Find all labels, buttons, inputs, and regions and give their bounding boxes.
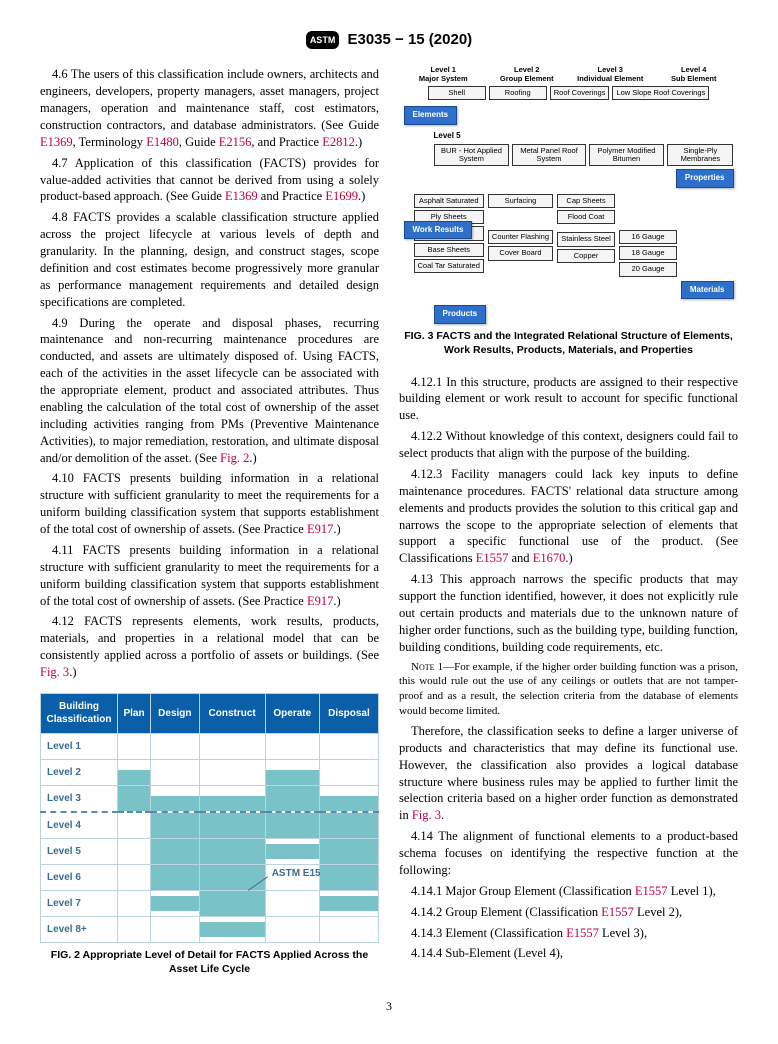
fig-ref[interactable]: Fig. 2 [220, 451, 249, 465]
ref-link[interactable]: E1480 [146, 135, 179, 149]
fig3-level-header: Level 4Sub Element [654, 66, 734, 83]
ref-link[interactable]: E917 [307, 522, 333, 536]
fig2-level: Level 3 [41, 785, 118, 812]
fig2-level: Level 1 [41, 733, 118, 759]
fig3-box: Copper [557, 249, 615, 263]
ref-link[interactable]: E1557 [476, 551, 509, 565]
figure-2: Building Classification Plan Design Cons… [40, 693, 379, 976]
fig3-box: Single-Ply Membranes [667, 144, 733, 167]
para-4-7: 4.7 Application of this classification (… [40, 155, 379, 206]
note-1: Note 1—For example, if the higher order … [399, 660, 738, 719]
fig2-level: Level 7 [41, 890, 118, 916]
para-4-12-1: 4.12.1 In this structure, products are a… [399, 374, 738, 425]
fig2-level: Level 8+ [41, 916, 118, 942]
para-4-8: 4.8 FACTS provides a scalable classifica… [40, 209, 379, 310]
fig3-caption: FIG. 3 FACTS and the Integrated Relation… [399, 330, 738, 357]
fig3-level5-label: Level 5 [434, 131, 734, 142]
fig3-box: Low Slope Roof Coverings [612, 86, 709, 100]
fig3-tag-products: Products [434, 305, 487, 324]
para-4-11: 4.11 FACTS presents building information… [40, 542, 379, 610]
para-4-6: 4.6 The users of this classification inc… [40, 66, 379, 150]
fig3-tag-work: Work Results [404, 221, 473, 240]
fig3-box: Asphalt Saturated [414, 194, 484, 208]
para-4-9: 4.9 During the operate and disposal phas… [40, 315, 379, 467]
fig-ref[interactable]: Fig. 3 [412, 808, 441, 822]
fig2-level: Level 6 [41, 864, 118, 890]
ref-link[interactable]: E1557 [566, 926, 599, 940]
fig3-box: 18 Gauge [619, 246, 677, 260]
content-columns: 4.6 The users of this classification inc… [40, 66, 738, 978]
fig3-tag-materials: Materials [681, 281, 734, 300]
fig3-box: Shell [428, 86, 486, 100]
fig2-level: Level 5 [41, 838, 118, 864]
fig3-level-header: Level 3Individual Element [571, 66, 651, 83]
page-number: 3 [40, 998, 738, 1014]
fig2-phase: Construct [199, 693, 265, 733]
fig2-caption: FIG. 2 Appropriate Level of Detail for F… [40, 949, 379, 976]
ref-link[interactable]: E2812 [322, 135, 355, 149]
fig3-tag-elements: Elements [404, 106, 458, 125]
fig3-box: Roofing [489, 86, 547, 100]
para-4-13: 4.13 This approach narrows the specific … [399, 571, 738, 655]
fig3-level-header: Level 2Group Element [487, 66, 567, 83]
ref-link[interactable]: E917 [307, 594, 333, 608]
ref-link[interactable]: E2156 [219, 135, 252, 149]
figure-3: Level 1Major System Level 2Group Element… [399, 66, 738, 357]
ref-link[interactable]: E1369 [225, 189, 258, 203]
fig3-box: Roof Coverings [550, 86, 610, 100]
para-4-10: 4.10 FACTS presents building information… [40, 470, 379, 538]
para-4-14-2: 4.14.2 Group Element (Classification E15… [399, 904, 738, 921]
fig3-box: Polymer Modified Bitumen [589, 144, 665, 167]
para-4-14-1: 4.14.1 Major Group Element (Classificati… [399, 883, 738, 900]
fig3-box: Counter Flashing [488, 230, 553, 244]
fig2-phase: Plan [118, 693, 151, 733]
fig3-level-header: Level 1Major System [404, 66, 484, 83]
ref-link[interactable]: E1670 [533, 551, 566, 565]
fig3-box: Flood Coat [557, 210, 615, 224]
ref-link[interactable]: E1557 [601, 905, 634, 919]
para-4-14: 4.14 The alignment of functional element… [399, 828, 738, 879]
para-therefore: Therefore, the classification seeks to d… [399, 723, 738, 824]
astm-logo: ASTM [306, 31, 340, 49]
page-header: ASTM E3035 − 15 (2020) [40, 30, 738, 50]
ref-link[interactable]: E1699 [325, 189, 358, 203]
ref-link[interactable]: E1557 [635, 884, 668, 898]
fig3-box: Stainless Steel [557, 232, 615, 246]
fig2-level: Level 4 [41, 812, 118, 839]
fig2-phase: Design [151, 693, 200, 733]
designation: E3035 − 15 (2020) [347, 31, 472, 48]
fig3-box: 16 Gauge [619, 230, 677, 244]
ref-link[interactable]: E1369 [40, 135, 73, 149]
fig2-table: Building Classification Plan Design Cons… [40, 693, 379, 943]
fig2-level: Level 2 [41, 759, 118, 785]
para-4-14-4: 4.14.4 Sub-Element (Level 4), [399, 945, 738, 962]
fig3-box: Cap Sheets [557, 194, 615, 208]
fig3-box: Surfacing [488, 194, 553, 208]
para-4-12-3: 4.12.3 Facility managers could lack key … [399, 466, 738, 567]
para-4-12-2: 4.12.2 Without knowledge of this context… [399, 428, 738, 462]
fig3-box: Coal Tar Saturated [414, 259, 484, 273]
fig3-box: Metal Panel Roof System [512, 144, 585, 167]
fig3-tag-properties: Properties [676, 169, 734, 188]
fig-ref[interactable]: Fig. 3 [40, 665, 69, 679]
fig3-box: Cover Board [488, 246, 553, 260]
fig3-box: 20 Gauge [619, 262, 677, 276]
fig2-phase: Operate [265, 693, 319, 733]
fig2-header-left: Building Classification [41, 693, 118, 733]
fig3-box: BUR - Hot Applied System [434, 144, 510, 167]
fig2-phase: Disposal [319, 693, 378, 733]
fig3-box: Base Sheets [414, 243, 484, 257]
para-4-12: 4.12 FACTS represents elements, work res… [40, 613, 379, 681]
para-4-14-3: 4.14.3 Element (Classification E1557 Lev… [399, 925, 738, 942]
